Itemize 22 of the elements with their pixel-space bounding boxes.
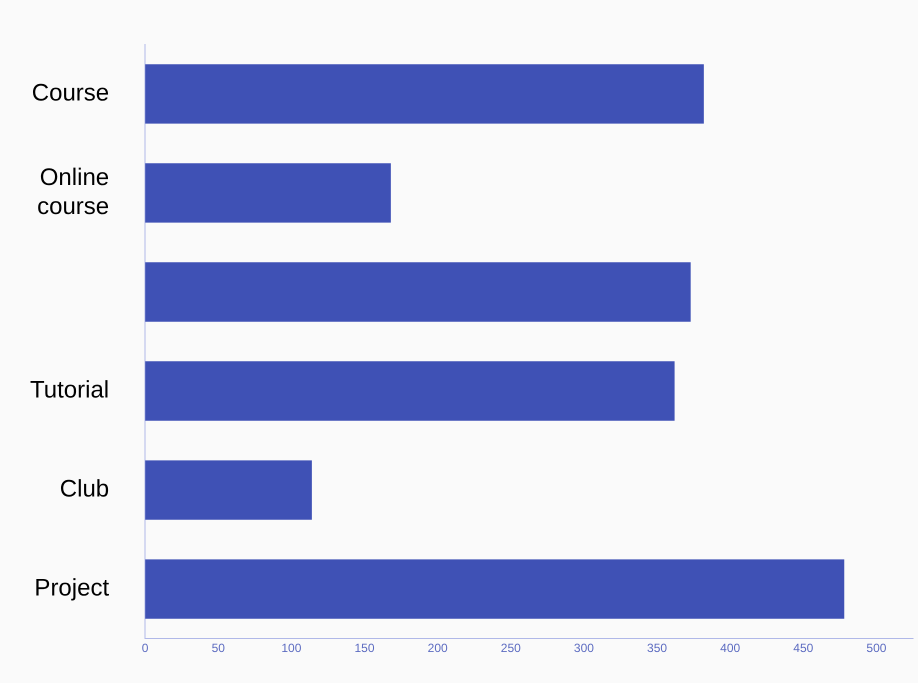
- bar: [145, 559, 844, 619]
- x-tick-label: 350: [647, 641, 668, 656]
- bar: [145, 460, 312, 520]
- x-tick-label: 500: [866, 641, 887, 656]
- x-tick-label: 250: [500, 641, 522, 656]
- x-tick-label: 450: [793, 641, 814, 656]
- x-tick-label: 100: [281, 641, 302, 656]
- x-tick-label: 400: [720, 641, 741, 656]
- x-tick-label: 150: [354, 641, 375, 656]
- x-tick-label: 50: [212, 641, 226, 656]
- bar: [145, 163, 391, 223]
- x-tick-label: 0: [142, 641, 149, 656]
- y-tick-label: Tutorial: [30, 376, 110, 404]
- x-tick-label: 300: [574, 641, 594, 656]
- x-tick-label: 200: [428, 641, 448, 656]
- bar: [145, 262, 691, 322]
- y-tick-label: Project: [34, 574, 110, 602]
- y-tick-label: Online course: [37, 164, 110, 220]
- bar: [145, 64, 704, 124]
- y-tick-label: Course: [32, 80, 110, 107]
- bar: [145, 361, 675, 421]
- y-tick-label: Club: [60, 476, 110, 503]
